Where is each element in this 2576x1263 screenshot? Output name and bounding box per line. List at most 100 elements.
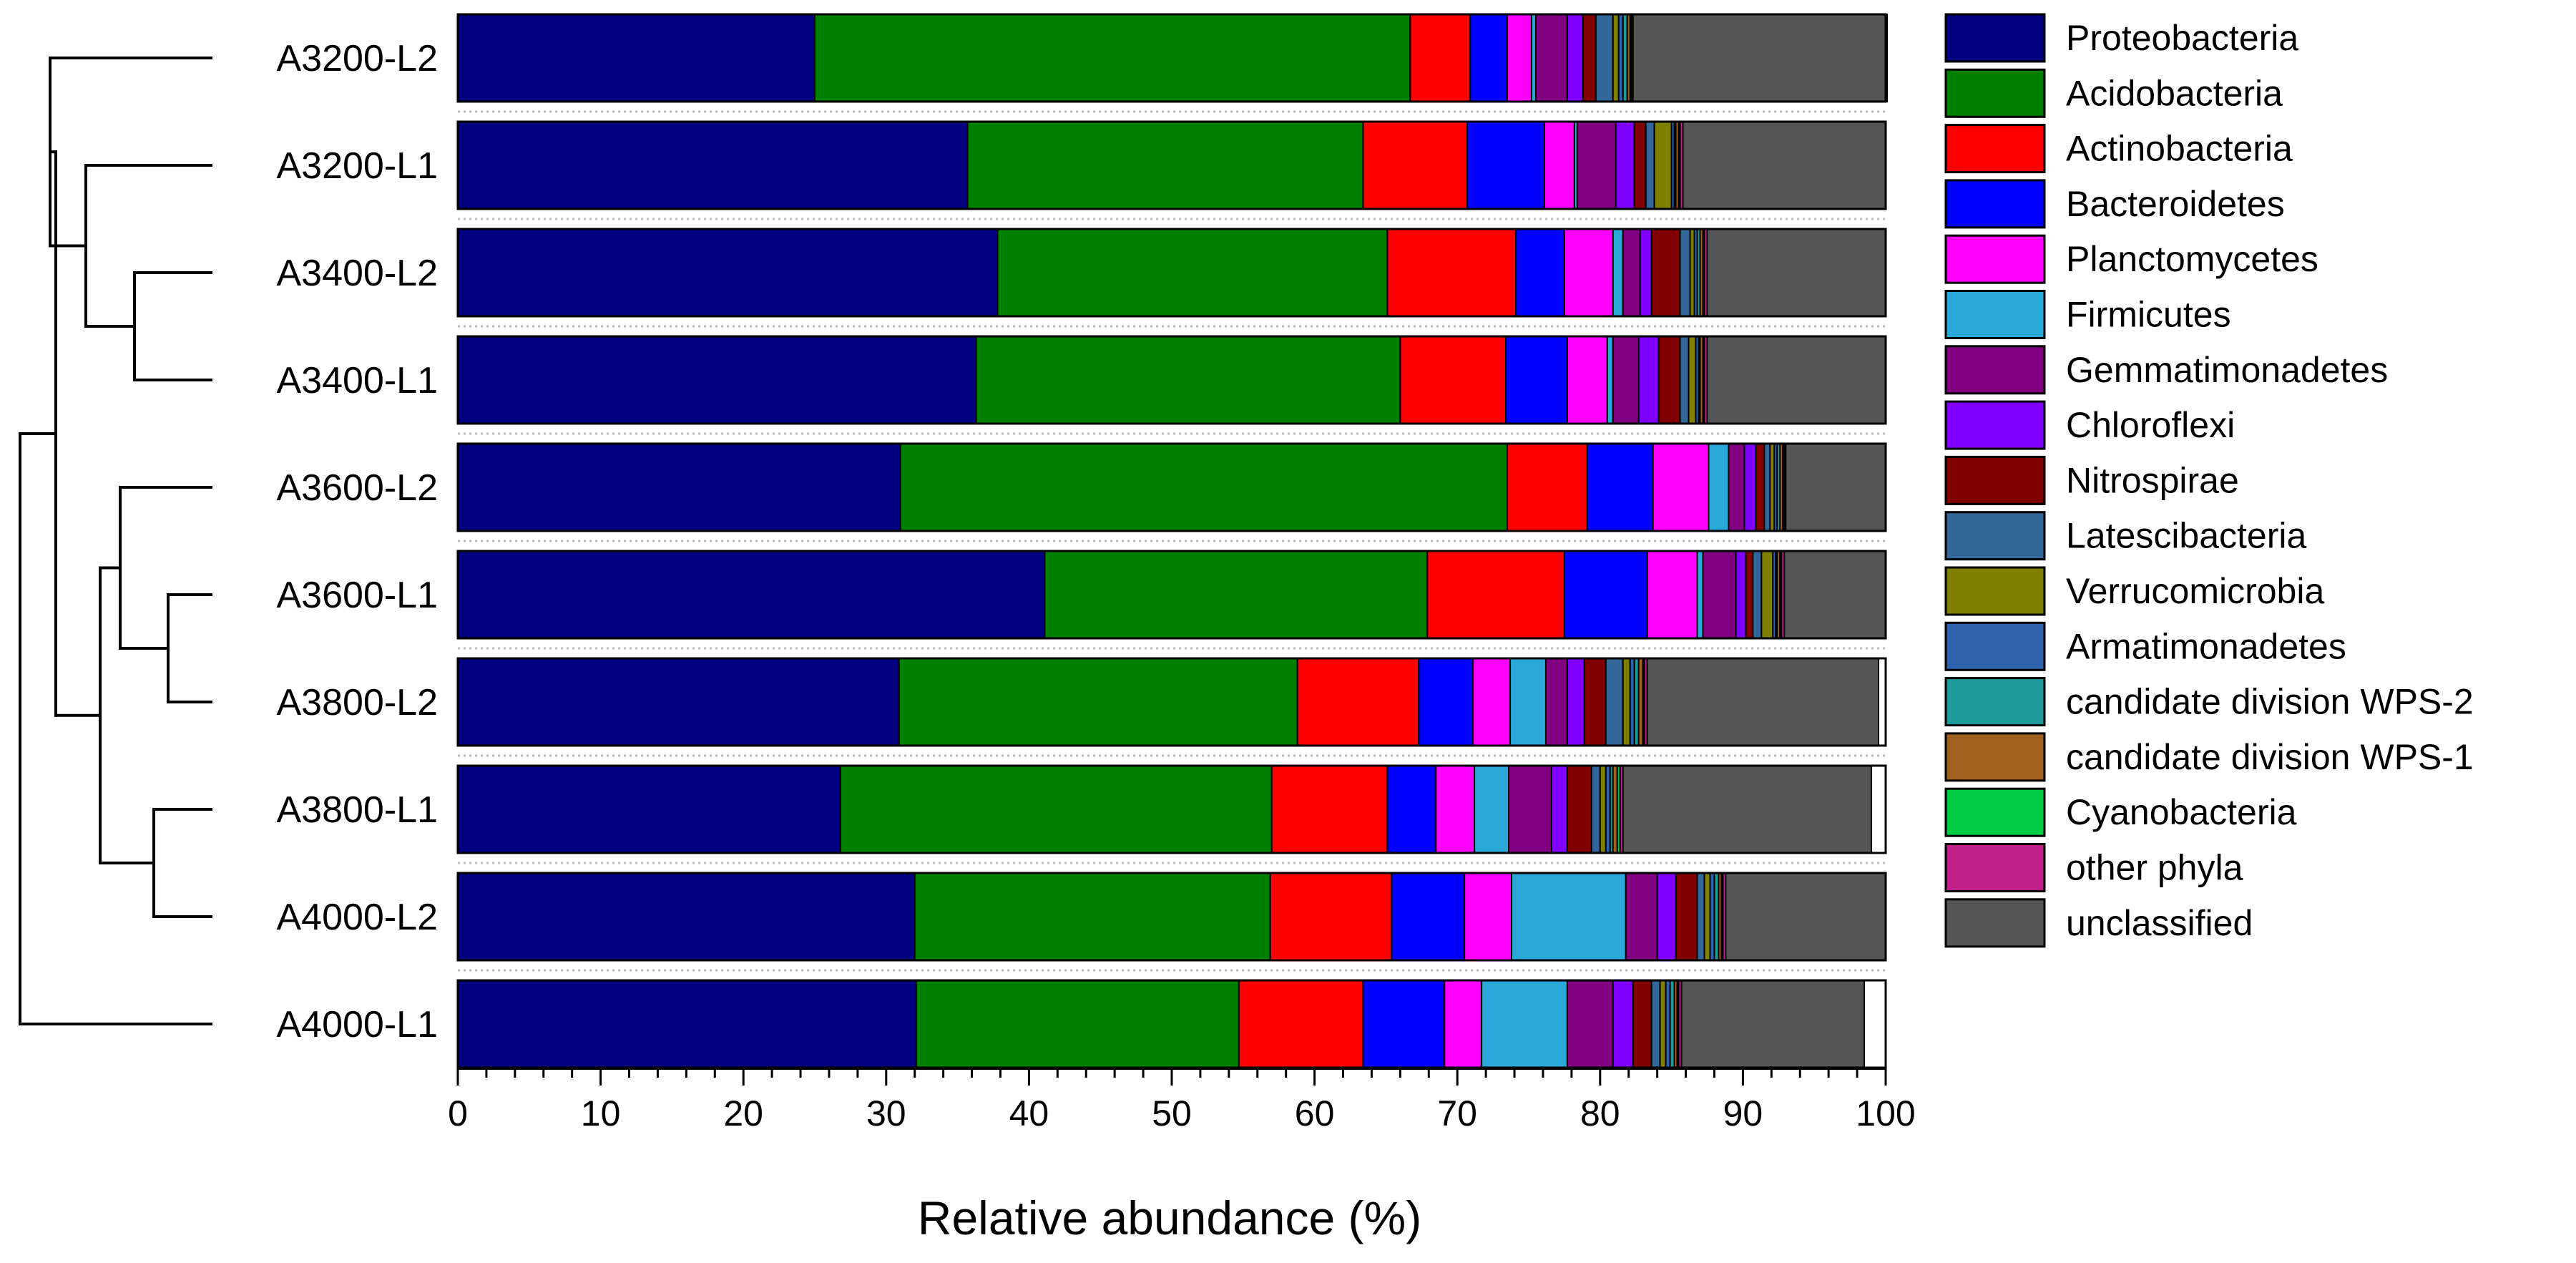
bar-segment	[1508, 765, 1552, 854]
bar-row	[456, 228, 1887, 318]
bar-segment	[1296, 658, 1420, 746]
bar-segment	[1582, 14, 1597, 102]
x-tick-label: 10	[581, 1093, 621, 1133]
legend-label: candidate division WPS-2	[2066, 682, 2474, 722]
bar-segment	[1659, 980, 1667, 1068]
bar-segment	[1650, 980, 1661, 1068]
bar-outline	[456, 657, 1887, 747]
bar-segment	[1679, 228, 1691, 317]
bar-segment	[457, 336, 977, 424]
bar-row	[456, 979, 1887, 1069]
legend-item: Cyanobacteria	[1944, 787, 2297, 837]
bar-segment	[1615, 121, 1635, 210]
bar-segment	[457, 658, 900, 746]
bar-segment	[1653, 121, 1673, 210]
bar-segment	[1735, 550, 1747, 639]
bar-segment	[1760, 550, 1774, 639]
legend-label: Bacteroidetes	[2066, 184, 2285, 224]
bar-outline	[456, 764, 1887, 854]
bar-segment	[1708, 443, 1730, 532]
bar-segment	[1696, 550, 1704, 639]
legend-label: unclassified	[2066, 903, 2253, 943]
bar-segment	[1534, 14, 1568, 102]
legend-swatch	[1944, 290, 2046, 339]
legend-swatch	[1944, 843, 2046, 892]
bar-segment	[1622, 765, 1873, 854]
legend-swatch	[1944, 898, 2046, 948]
bar-segment	[1515, 228, 1565, 317]
x-tick-label: 50	[1152, 1093, 1192, 1133]
bar-segment	[1576, 121, 1617, 210]
legend-item: Actinobacteria	[1944, 124, 2293, 174]
bar-segment	[1645, 121, 1655, 210]
legend-label: Chloroflexi	[2066, 405, 2235, 445]
bar-segment	[1696, 872, 1705, 961]
sample-label: A3200-L1	[276, 145, 438, 187]
bar-row	[456, 764, 1887, 854]
bar-segment	[1745, 550, 1754, 639]
bar-segment	[1391, 872, 1466, 961]
bar-segment	[1755, 443, 1766, 532]
bar-segment	[1566, 658, 1585, 746]
bar-segment	[1605, 658, 1624, 746]
legend-swatch	[1944, 345, 2046, 395]
bar-segment	[1632, 980, 1652, 1068]
bar-segment	[1586, 443, 1654, 532]
legend-swatch	[1944, 68, 2046, 118]
bar-segment	[1466, 121, 1545, 210]
x-tick-label: 80	[1580, 1093, 1620, 1133]
bar-segment	[1550, 765, 1568, 854]
bar-segment	[1505, 336, 1568, 424]
bar-segment	[1474, 765, 1510, 854]
x-tick-label: 90	[1723, 1093, 1763, 1133]
bar-segment	[1566, 980, 1614, 1068]
x-tick-label: 70	[1437, 1093, 1477, 1133]
bar-segment	[1656, 872, 1677, 961]
legend-swatch	[1944, 455, 2046, 505]
legend-item: Acidobacteria	[1944, 68, 2283, 118]
bar-row	[456, 335, 1887, 425]
sample-label: A4000-L2	[276, 897, 438, 938]
bar-outline	[456, 335, 1887, 425]
bar-segment	[457, 121, 969, 210]
legend-swatch	[1944, 677, 2046, 727]
bar-segment	[1675, 872, 1698, 961]
bar-segment	[1270, 765, 1389, 854]
bar-outline	[456, 442, 1887, 532]
legend-label: Firmicutes	[2066, 295, 2231, 335]
legend-swatch	[1944, 621, 2046, 671]
x-tick-label: 0	[448, 1093, 468, 1133]
legend-label: candidate division WPS-1	[2066, 737, 2474, 777]
sample-label: A3600-L2	[276, 467, 438, 509]
sample-label: A3800-L1	[276, 789, 438, 831]
bar-segment	[1657, 336, 1681, 424]
legend-item: Verrucomicrobia	[1944, 566, 2324, 616]
bar-segment	[457, 550, 1046, 639]
bar-segment	[1469, 14, 1509, 102]
legend-label: Proteobacteria	[2066, 18, 2298, 58]
sample-label: A4000-L1	[276, 1004, 438, 1045]
bar-segment	[915, 980, 1240, 1068]
bar-segment	[1612, 336, 1640, 424]
bar-outline	[456, 120, 1887, 210]
legend-label: Gemmatimonadetes	[2066, 350, 2388, 390]
bar-segment	[1507, 443, 1588, 532]
bar-segment	[1632, 14, 1888, 102]
x-tick-label: 100	[1856, 1093, 1915, 1133]
bar-segment	[1706, 228, 1886, 317]
bar-segment	[1511, 872, 1627, 961]
bar-row	[456, 550, 1887, 640]
x-tick-label: 40	[1009, 1093, 1049, 1133]
legend-label: Latescibacteria	[2066, 516, 2306, 556]
sample-label: A3600-L1	[276, 575, 438, 616]
legend-item: Armatimonadetes	[1944, 621, 2346, 671]
legend-swatch	[1944, 179, 2046, 229]
bar-segment	[1785, 443, 1887, 532]
bar-segment	[457, 980, 917, 1068]
bar-segment	[1435, 765, 1476, 854]
legend-item: Nitrospirae	[1944, 455, 2239, 505]
legend-swatch	[1944, 234, 2046, 284]
bar-segment	[1566, 765, 1592, 854]
bar-segment	[1509, 658, 1547, 746]
bar-segment	[1566, 336, 1608, 424]
